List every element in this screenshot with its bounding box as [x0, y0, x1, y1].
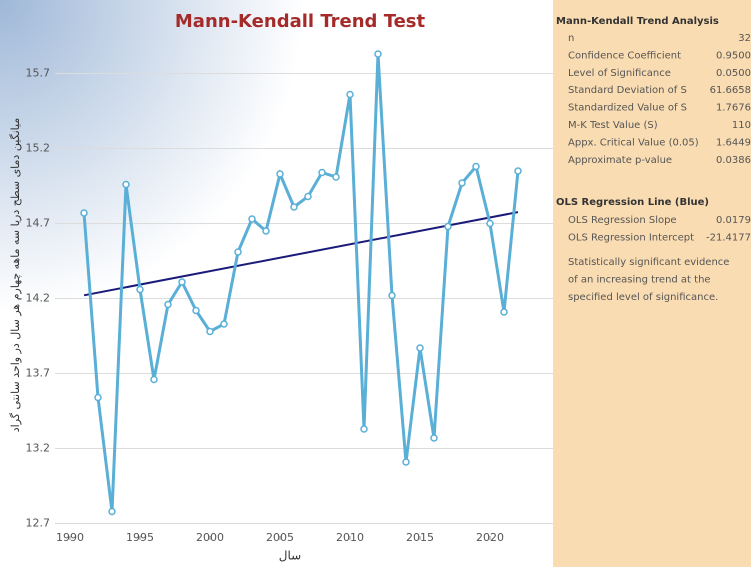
- data-point: [458, 179, 466, 187]
- stat-label: OLS Regression Slope: [568, 215, 677, 226]
- x-tick-label: 2000: [196, 531, 224, 544]
- stat-value: 0.9500: [716, 50, 751, 61]
- conclusion-text: specified level of significance.: [568, 292, 718, 303]
- panel-heading: Mann-Kendall Trend Analysis: [556, 16, 719, 27]
- data-point: [318, 168, 326, 177]
- stat-label: Standardized Value of S: [568, 103, 687, 114]
- stat-value: 32: [738, 33, 751, 44]
- data-line: [82, 53, 520, 512]
- conclusion-text: Statistically significant evidence: [568, 257, 729, 268]
- stat-label: Approximate p-value: [568, 155, 672, 166]
- y-tick-label: 15.7: [26, 67, 51, 80]
- y-tick-label: 13.7: [26, 367, 51, 380]
- y-tick-label: 14.7: [26, 217, 51, 230]
- stat-value: 0.0386: [716, 155, 751, 166]
- x-tick-label: 2015: [406, 531, 434, 544]
- data-point: [374, 50, 382, 58]
- data-point: [192, 306, 200, 315]
- data-point: [346, 90, 354, 99]
- data-point: [262, 227, 270, 235]
- stat-label: M-K Test Value (S): [568, 120, 658, 131]
- x-tick-label: 2005: [266, 531, 294, 544]
- data-point: [234, 248, 242, 256]
- data-point: [136, 285, 144, 294]
- y-tick-label: 12.7: [26, 517, 51, 530]
- chart-title: Mann-Kendall Trend Test: [175, 11, 426, 32]
- data-point: [360, 425, 368, 433]
- data-point: [122, 180, 130, 189]
- data-point: [178, 278, 186, 286]
- y-tick-label: 15.2: [26, 142, 51, 155]
- stat-value: 0.0179: [716, 215, 751, 226]
- data-point: [388, 291, 396, 300]
- x-axis-label: سال: [279, 549, 301, 563]
- data-point: [444, 222, 452, 231]
- plot-background: [0, 0, 553, 567]
- data-point: [332, 173, 340, 181]
- data-point: [514, 167, 522, 175]
- data-point: [80, 209, 88, 217]
- stats-panel: [553, 0, 751, 567]
- y-tick-label: 13.2: [26, 442, 51, 455]
- stat-value: 61.6658: [710, 85, 751, 96]
- stat-label: Level of Significance: [568, 68, 671, 79]
- x-tick-label: 1990: [56, 531, 84, 544]
- data-point: [164, 300, 172, 309]
- data-point: [472, 162, 480, 171]
- data-point: [108, 507, 116, 516]
- data-point: [150, 375, 158, 384]
- stat-value: 1.6449: [716, 137, 751, 148]
- stat-value: 1.7676: [716, 103, 751, 114]
- data-point: [290, 203, 298, 211]
- data-point: [430, 434, 438, 442]
- data-point: [206, 327, 214, 336]
- data-point: [248, 215, 256, 223]
- stat-value: -21.4177: [706, 232, 751, 243]
- data-point: [94, 393, 102, 402]
- x-tick-label: 2010: [336, 531, 364, 544]
- stat-value: 0.0500: [716, 68, 751, 79]
- data-point: [304, 192, 312, 201]
- panel-heading: OLS Regression Line (Blue): [556, 197, 709, 208]
- data-point: [220, 320, 228, 328]
- data-point: [486, 219, 494, 228]
- data-point: [500, 308, 508, 316]
- conclusion-text: of an increasing trend at the: [568, 274, 711, 285]
- data-point: [416, 344, 424, 352]
- stat-label: OLS Regression Intercept: [568, 232, 694, 243]
- x-tick-label: 2020: [476, 531, 504, 544]
- stat-label: Standard Deviation of S: [568, 85, 687, 96]
- data-point: [402, 458, 410, 466]
- stat-value: 110: [732, 120, 751, 131]
- y-axis-label: میانگین دمای سطح دریا سه ماهه چهارم هر س…: [9, 118, 22, 433]
- data-point: [276, 170, 284, 178]
- stat-label: n: [568, 33, 574, 44]
- y-tick-label: 14.2: [26, 292, 51, 305]
- x-tick-label: 1995: [126, 531, 154, 544]
- stat-label: Confidence Coefficient: [568, 50, 681, 61]
- stat-label: Appx. Critical Value (0.05): [568, 137, 699, 148]
